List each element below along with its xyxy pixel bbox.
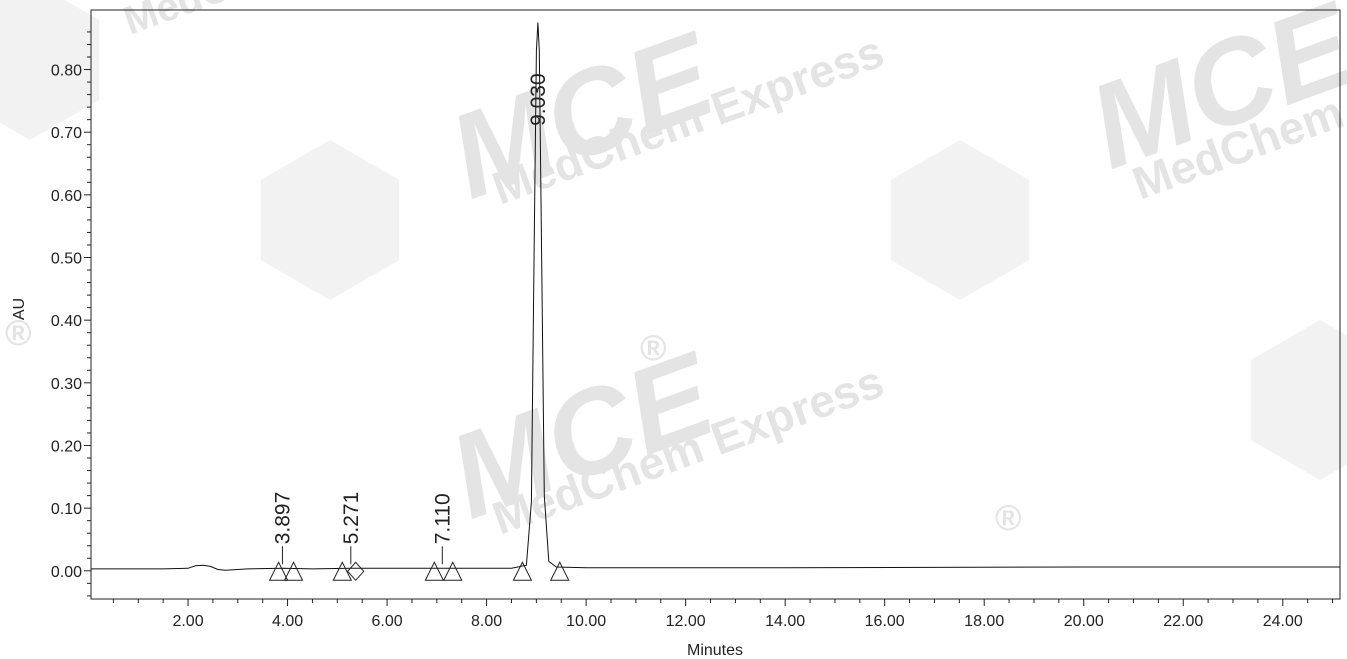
peak-start-marker: [332, 561, 353, 581]
peak-end-marker: [442, 561, 463, 581]
x-tick-label: 12.00: [666, 613, 706, 630]
watermark-logo-hexagon: [260, 140, 400, 300]
peak-start-marker: [512, 561, 533, 581]
peak-start-marker: [424, 561, 445, 581]
x-tick-label: 24.00: [1263, 613, 1303, 630]
watermark-logo-hexagon: [0, 0, 100, 140]
x-tick-label: 10.00: [566, 613, 606, 630]
watermark-logo-hexagon: [1250, 320, 1347, 480]
peak-end-marker: [347, 561, 365, 582]
watermark-logo-hexagon: [890, 140, 1030, 300]
peak-end-marker: [283, 561, 304, 581]
series-layer: [91, 22, 1340, 571]
x-tick-label: 2.00: [172, 613, 203, 630]
y-tick-label: 0.00: [51, 564, 82, 581]
chromatogram-trace: [91, 22, 1340, 571]
y-tick-label: 0.70: [51, 125, 82, 142]
peak-retention-time-label: 3.897: [271, 492, 294, 545]
y-tick-label: 0.20: [51, 438, 82, 455]
x-tick-label: 8.00: [471, 613, 502, 630]
x-tick-label: 18.00: [964, 613, 1004, 630]
x-axis-title: Minutes: [687, 642, 743, 659]
x-tick-label: 16.00: [865, 613, 905, 630]
peak-end-marker: [549, 561, 570, 581]
plot-frame: [90, 9, 1341, 600]
y-tick-label: 0.30: [51, 376, 82, 393]
y-tick-label: 0.50: [51, 251, 82, 268]
peak-annotations: 3.897 5.271 7.110 9.030: [268, 73, 570, 582]
y-tick-label: 0.40: [51, 313, 82, 330]
watermark-registered-mark: ®: [640, 327, 667, 368]
x-tick-label: 14.00: [765, 613, 805, 630]
y-tick-label: 0.80: [51, 63, 82, 80]
x-tick-label: 22.00: [1163, 613, 1203, 630]
x-tick-label: 20.00: [1064, 613, 1104, 630]
y-tick-label: 0.60: [51, 188, 82, 205]
x-tick-label: 4.00: [272, 613, 303, 630]
y-axis-title: AU: [11, 298, 28, 320]
watermark-registered-mark: ®: [995, 497, 1022, 538]
watermark-name-text: MedChem Express: [118, 0, 469, 43]
peak-start-marker: [268, 561, 289, 581]
watermark-registered-mark: ®: [5, 312, 32, 353]
peak-retention-time-label: 9.030: [527, 73, 550, 126]
x-tick-label: 6.00: [372, 613, 403, 630]
peak-retention-time-label: 7.110: [431, 493, 454, 544]
y-tick-label: 0.10: [51, 501, 82, 518]
peak-retention-time-label: 5.271: [340, 492, 363, 545]
y-axis: 0.00 0.10 0.20 0.30 0.40 0.50 0.60 0.70 0.80: [51, 31, 91, 597]
x-axis: 2.00 4.00 6.00 8.00 10.00 12.00 14.00 16.00 18.0…: [112, 599, 1334, 630]
